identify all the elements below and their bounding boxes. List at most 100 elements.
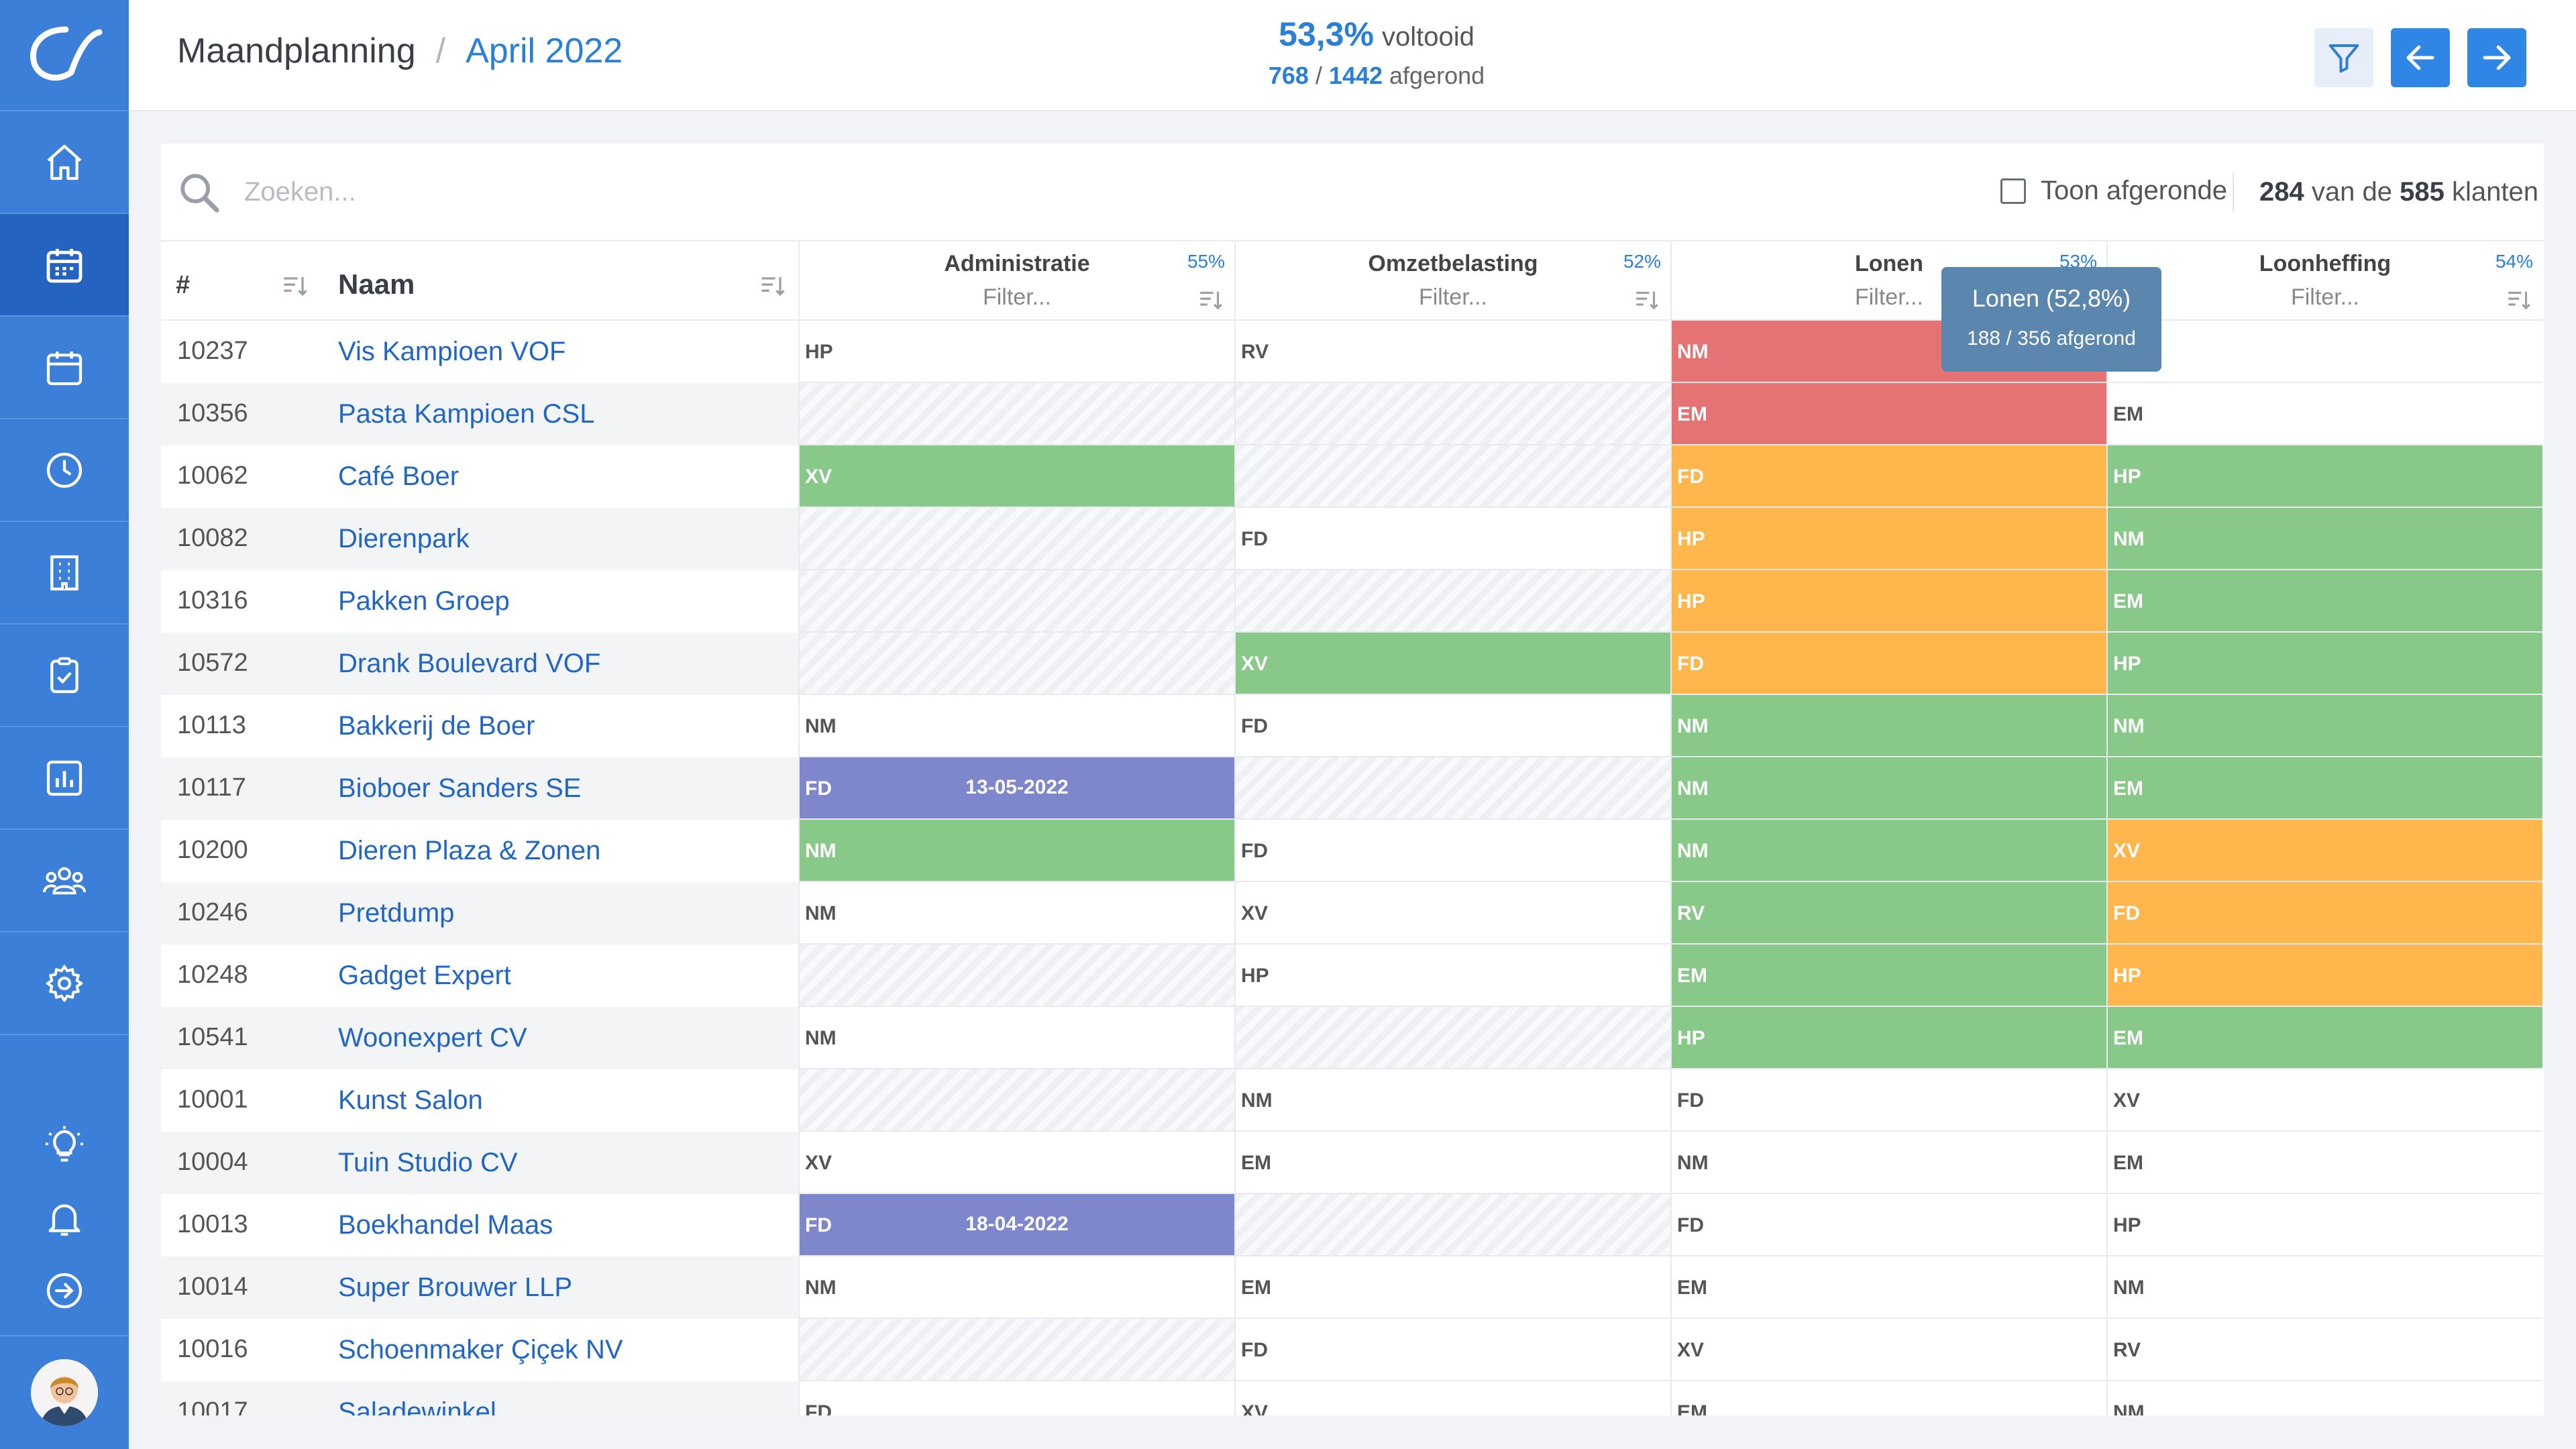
task-cell[interactable]: EM [1670, 1256, 2106, 1319]
task-cell[interactable]: FD [1234, 695, 1670, 757]
task-cell[interactable]: FD [1234, 1319, 1670, 1381]
task-cell[interactable]: EM [1670, 945, 2106, 1007]
task-cell[interactable]: HP [2106, 445, 2542, 508]
user-avatar-button[interactable] [0, 1335, 129, 1449]
task-cell[interactable]: XV [798, 445, 1234, 508]
table-row[interactable]: 10200 Dieren Plaza & Zonen NM FD NM XV [161, 820, 2544, 882]
task-cell[interactable]: FD [1670, 1194, 2106, 1256]
logout-button[interactable] [0, 1269, 129, 1312]
task-cell[interactable]: HP [1670, 1007, 2106, 1069]
task-cell[interactable] [798, 1319, 1234, 1381]
column-header[interactable]: Administratie 55% Filter... [798, 241, 1234, 321]
task-cell[interactable]: EM [1670, 1381, 2106, 1415]
task-cell[interactable]: NM [2106, 695, 2542, 757]
task-cell[interactable]: NM [1670, 757, 2106, 820]
task-cell[interactable]: NM [1234, 1069, 1670, 1132]
task-cell[interactable]: FD [1234, 508, 1670, 570]
table-row[interactable]: 10062 Café Boer XV FD HP [161, 445, 2544, 508]
task-cell[interactable]: EM [2106, 321, 2542, 383]
client-name-link[interactable]: Gadget Expert [338, 961, 511, 990]
sort-icon[interactable] [1633, 286, 1661, 317]
task-cell[interactable] [798, 1069, 1234, 1132]
nav-reports[interactable] [0, 727, 129, 830]
nav-settings[interactable] [0, 932, 129, 1035]
client-name-link[interactable]: Café Boer [338, 462, 460, 491]
task-cell[interactable]: NM [1670, 1132, 2106, 1194]
task-cell[interactable]: XV [1234, 1381, 1670, 1415]
task-cell[interactable]: XV [798, 1132, 1234, 1194]
task-cell[interactable]: FD [1670, 1069, 2106, 1132]
table-row[interactable]: 10014 Super Brouwer LLP NM EM EM NM [161, 1256, 2544, 1319]
name-column-header[interactable]: Naam [338, 268, 415, 300]
client-name-link[interactable]: Bakkerij de Boer [338, 711, 535, 741]
task-cell[interactable]: EM [2106, 757, 2542, 820]
client-name-link[interactable]: Bioboer Sanders SE [338, 773, 582, 803]
task-cell[interactable]: RV [1670, 882, 2106, 945]
task-cell[interactable]: RV [2106, 1319, 2542, 1381]
task-cell[interactable]: FD [798, 1381, 1234, 1415]
client-name-link[interactable]: Vis Kampioen VOF [338, 337, 566, 366]
task-cell[interactable]: HP [2106, 945, 2542, 1007]
table-row[interactable]: 10117 Bioboer Sanders SE FD 13-05-2022 NM EM [161, 757, 2544, 820]
column-filter-input[interactable]: Filter... [982, 284, 1052, 310]
sort-icon[interactable] [2505, 286, 2533, 317]
sort-icon[interactable] [280, 271, 310, 301]
client-name-link[interactable]: Boekhandel Maas [338, 1210, 553, 1240]
next-month-button[interactable] [2467, 28, 2526, 87]
client-name-link[interactable]: Pretdump [338, 898, 455, 928]
nav-time[interactable] [0, 419, 129, 522]
client-name-link[interactable]: Drank Boulevard VOF [338, 649, 601, 678]
task-cell[interactable]: NM [798, 1256, 1234, 1319]
task-cell[interactable] [1234, 383, 1670, 445]
task-cell[interactable] [1234, 1194, 1670, 1256]
column-filter-input[interactable]: Filter... [1418, 284, 1488, 310]
nav-home[interactable] [0, 111, 129, 214]
sort-icon[interactable] [758, 271, 788, 301]
search-input[interactable] [244, 168, 1452, 216]
task-cell[interactable]: HP [1234, 945, 1670, 1007]
task-cell[interactable] [1234, 445, 1670, 508]
column-header[interactable]: Omzetbelasting 52% Filter... [1234, 241, 1670, 321]
nav-calendar[interactable] [0, 317, 129, 419]
task-cell[interactable] [1234, 570, 1670, 633]
client-name-link[interactable]: Kunst Salon [338, 1085, 483, 1115]
task-cell[interactable]: RV [1234, 321, 1670, 383]
breadcrumb-root[interactable]: Maandplanning [177, 32, 416, 70]
task-cell[interactable]: HP [1670, 570, 2106, 633]
task-cell[interactable]: FD [2106, 882, 2542, 945]
table-row[interactable]: 10572 Drank Boulevard VOF XV FD HP [161, 633, 2544, 695]
task-cell[interactable]: HP [2106, 633, 2542, 695]
client-name-link[interactable]: Pasta Kampioen CSL [338, 399, 595, 429]
task-cell[interactable]: NM [798, 1007, 1234, 1069]
task-cell[interactable]: HP [798, 321, 1234, 383]
task-cell[interactable]: HP [1670, 508, 2106, 570]
previous-month-button[interactable] [2391, 28, 2450, 87]
sort-icon[interactable] [1197, 286, 1225, 317]
column-filter-input[interactable]: Filter... [1854, 284, 1924, 310]
task-cell[interactable]: FD [1670, 445, 2106, 508]
table-row[interactable]: 10246 Pretdump NM XV RV FD [161, 882, 2544, 945]
task-cell[interactable]: XV [1234, 633, 1670, 695]
task-cell[interactable]: EM [1234, 1256, 1670, 1319]
table-row[interactable]: 10316 Pakken Groep HP EM [161, 570, 2544, 633]
table-row[interactable]: 10356 Pasta Kampioen CSL EM EM [161, 383, 2544, 445]
table-row[interactable]: 10541 Woonexpert CV NM HP EM [161, 1007, 2544, 1069]
client-name-link[interactable]: Pakken Groep [338, 586, 510, 616]
nav-users[interactable] [0, 830, 129, 932]
task-cell[interactable]: FD 13-05-2022 [798, 757, 1234, 820]
table-row[interactable]: 10113 Bakkerij de Boer NM FD NM NM [161, 695, 2544, 757]
client-name-link[interactable]: Schoenmaker Çiçek NV [338, 1335, 623, 1364]
task-cell[interactable]: NM [1670, 695, 2106, 757]
task-cell[interactable]: NM [2106, 1381, 2542, 1415]
table-row[interactable]: 10016 Schoenmaker Çiçek NV FD XV RV [161, 1319, 2544, 1381]
task-cell[interactable] [798, 945, 1234, 1007]
task-cell[interactable]: FD [1234, 820, 1670, 882]
show-completed-checkbox[interactable] [2000, 178, 2026, 204]
task-cell[interactable]: XV [1234, 882, 1670, 945]
column-filter-input[interactable]: Filter... [2290, 284, 2360, 310]
task-cell[interactable] [798, 508, 1234, 570]
task-cell[interactable]: EM [2106, 1007, 2542, 1069]
table-row[interactable]: 10017 Saladewinkel FD XV EM NM [161, 1381, 2544, 1415]
column-header[interactable]: Loonheffing 54% Filter... [2106, 241, 2542, 321]
task-cell[interactable] [798, 633, 1234, 695]
